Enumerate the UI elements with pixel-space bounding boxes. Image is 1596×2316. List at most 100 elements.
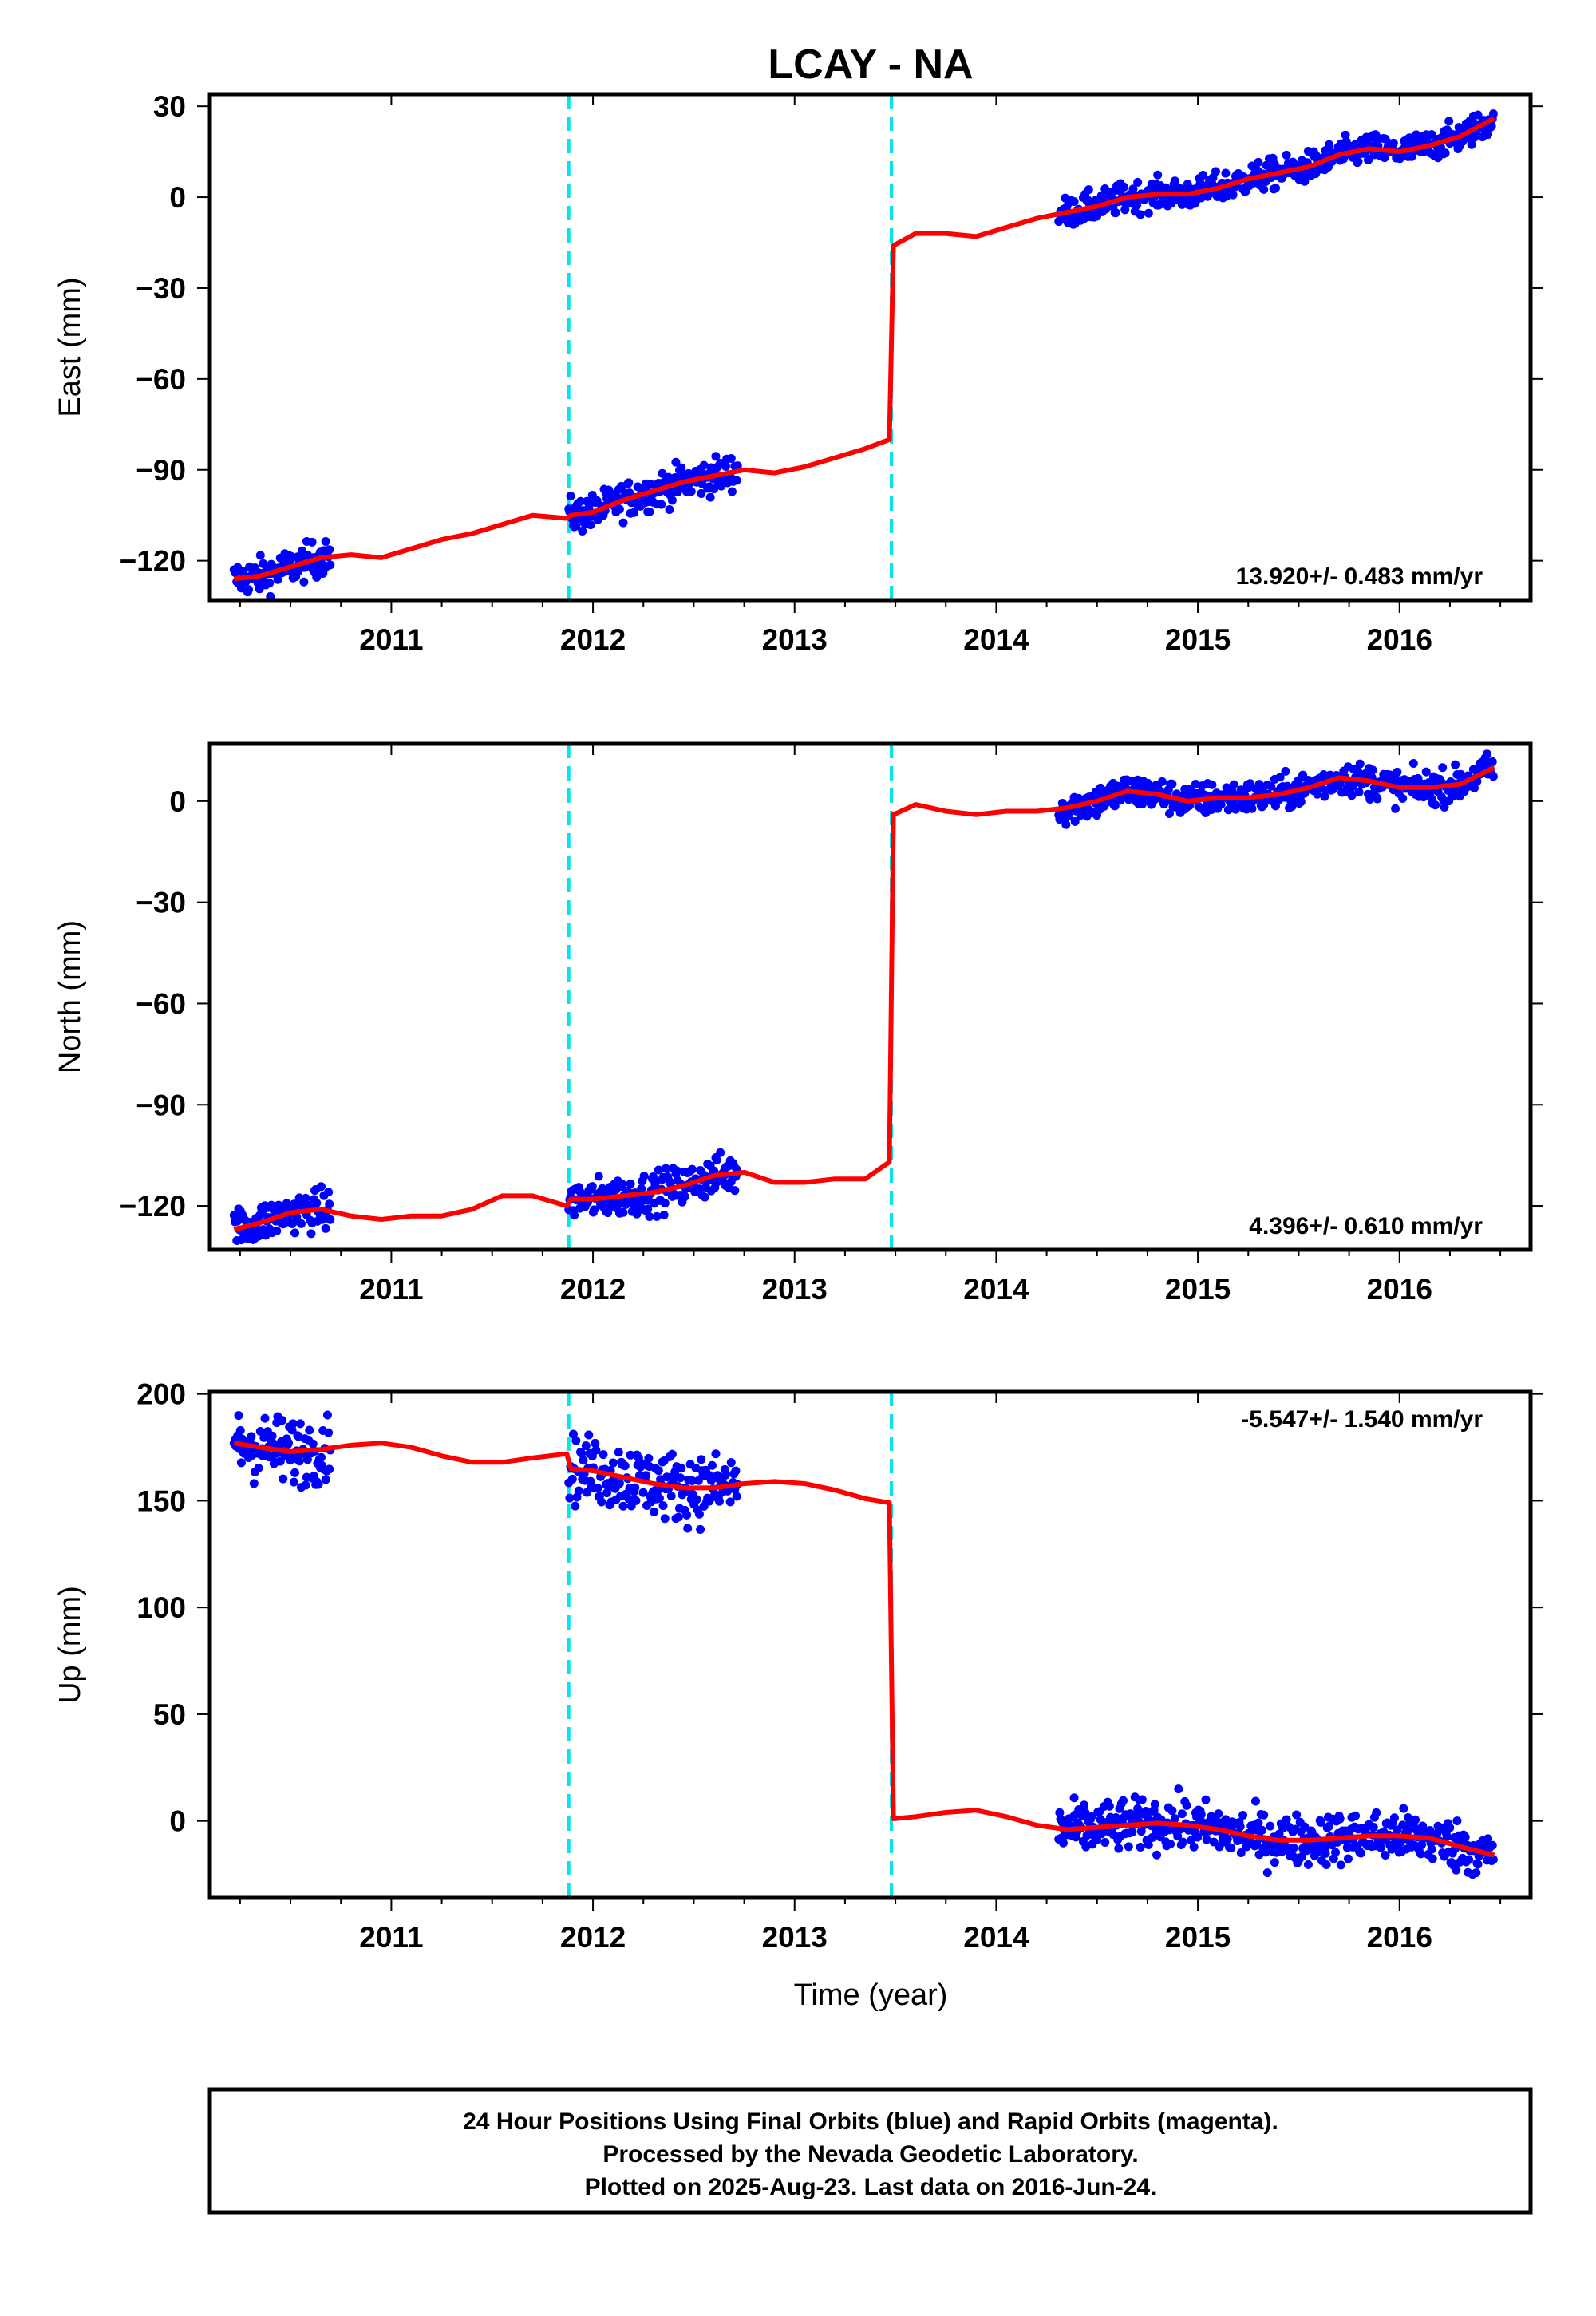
data-point: [312, 1198, 322, 1207]
data-point: [1064, 811, 1073, 820]
data-point: [1111, 1812, 1120, 1822]
data-point: [694, 1509, 704, 1519]
y-tick-label: 0: [169, 1805, 186, 1838]
data-point: [1451, 760, 1460, 769]
data-point: [671, 457, 681, 467]
data-point: [299, 577, 309, 587]
data-point: [290, 1228, 300, 1238]
data-point: [1417, 1840, 1427, 1849]
data-point: [1058, 1838, 1068, 1848]
data-point: [1114, 1844, 1124, 1853]
data-point: [630, 508, 639, 517]
data-point: [618, 1501, 628, 1511]
y-tick-label: 50: [153, 1698, 186, 1731]
data-point: [1467, 140, 1476, 149]
y-axis-label: East (mm): [53, 277, 87, 417]
fit-line: [233, 765, 1495, 1232]
data-point: [1133, 1804, 1143, 1813]
data-point: [650, 1507, 659, 1516]
y-tick-label: −60: [136, 363, 186, 396]
data-point: [1132, 200, 1142, 210]
footer-frame: [207, 2087, 1533, 2215]
data-point: [1487, 121, 1496, 131]
data-point: [1353, 156, 1363, 166]
data-point: [571, 1501, 580, 1511]
x-tick-label: 2011: [359, 1921, 423, 1954]
data-point: [676, 1473, 685, 1483]
data-point: [1167, 779, 1177, 788]
rate-label: 13.920+/- 0.483 mm/yr: [1236, 563, 1483, 590]
data-point: [582, 496, 591, 506]
data-point: [1174, 1784, 1183, 1794]
y-tick-label: −30: [136, 272, 186, 305]
x-tick-label: 2014: [963, 623, 1029, 656]
data-point: [234, 1411, 243, 1421]
data-point: [578, 526, 587, 536]
x-tick-label: 2013: [762, 1921, 828, 1954]
data-point: [1440, 802, 1449, 812]
data-point: [1452, 1865, 1461, 1875]
data-point: [322, 1410, 332, 1420]
data-point: [687, 1476, 697, 1485]
data-point: [1482, 749, 1491, 759]
data-point: [1133, 177, 1143, 187]
data-point: [1473, 1860, 1483, 1869]
data-point: [1235, 1822, 1245, 1832]
data-point: [1254, 157, 1263, 167]
data-point: [1289, 1843, 1298, 1852]
data-point: [265, 579, 275, 588]
data-point: [625, 488, 634, 498]
data-point: [686, 487, 696, 496]
data-point: [639, 1172, 649, 1181]
data-point: [1201, 1795, 1211, 1804]
data-point: [584, 1430, 594, 1440]
data-points: [229, 109, 1498, 600]
y-tick-label: 30: [153, 90, 186, 123]
data-point: [289, 1477, 298, 1487]
data-point: [305, 1425, 314, 1435]
x-axis-label: Time (year): [794, 1978, 948, 2012]
x-tick-label: 2012: [560, 623, 626, 656]
data-point: [1452, 1816, 1462, 1826]
data-point: [565, 1493, 575, 1503]
data-point: [324, 1188, 334, 1197]
data-point: [1427, 1844, 1436, 1854]
data-point: [1247, 804, 1257, 813]
x-tick-label: 2013: [762, 1273, 828, 1306]
data-point: [657, 500, 666, 509]
data-point: [1257, 1825, 1266, 1835]
x-tick-label: 2016: [1367, 1273, 1432, 1306]
data-point: [1472, 1868, 1481, 1878]
fit-line: [233, 1441, 1495, 1858]
data-point: [1266, 1821, 1275, 1831]
data-point: [683, 1524, 693, 1533]
data-point: [677, 1464, 686, 1473]
data-point: [692, 1495, 701, 1504]
data-point: [1223, 1834, 1232, 1844]
data-point: [1297, 1852, 1306, 1861]
x-tick-label: 2014: [963, 1273, 1029, 1306]
data-point: [1128, 1828, 1137, 1837]
data-point: [579, 1456, 588, 1465]
data-point: [697, 1455, 706, 1464]
data-point: [618, 1180, 627, 1189]
data-point: [326, 560, 335, 570]
data-point: [301, 1193, 310, 1203]
data-point: [674, 1512, 683, 1522]
data-point: [1282, 1815, 1291, 1824]
data-point: [574, 1486, 583, 1496]
data-point: [597, 1497, 606, 1507]
data-point: [1343, 1854, 1353, 1863]
data-point: [1354, 788, 1364, 797]
data-point: [294, 1456, 304, 1466]
data-point: [235, 1425, 245, 1435]
data-point: [591, 1445, 601, 1455]
data-point: [1221, 168, 1231, 178]
data-point: [1336, 1860, 1345, 1870]
data-point: [1254, 1818, 1263, 1828]
data-point: [321, 1223, 330, 1233]
data-point: [1391, 804, 1400, 813]
y-tick-label: −120: [120, 1190, 186, 1223]
data-point: [290, 1468, 300, 1477]
